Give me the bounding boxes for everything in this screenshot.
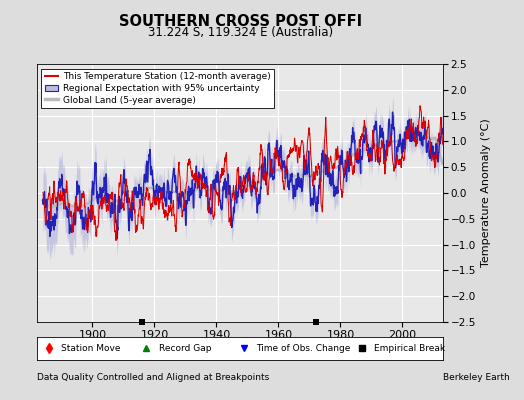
Text: Empirical Break: Empirical Break xyxy=(374,344,445,353)
Text: SOUTHERN CROSS POST OFFI: SOUTHERN CROSS POST OFFI xyxy=(119,14,363,29)
Text: Data Quality Controlled and Aligned at Breakpoints: Data Quality Controlled and Aligned at B… xyxy=(37,374,269,382)
Text: 31.224 S, 119.324 E (Australia): 31.224 S, 119.324 E (Australia) xyxy=(148,26,334,39)
Text: Station Move: Station Move xyxy=(61,344,121,353)
Text: Record Gap: Record Gap xyxy=(158,344,211,353)
Text: Time of Obs. Change: Time of Obs. Change xyxy=(256,344,351,353)
Text: Berkeley Earth: Berkeley Earth xyxy=(443,374,509,382)
Y-axis label: Temperature Anomaly (°C): Temperature Anomaly (°C) xyxy=(482,119,492,267)
Legend: This Temperature Station (12-month average), Regional Expectation with 95% uncer: This Temperature Station (12-month avera… xyxy=(41,68,274,108)
